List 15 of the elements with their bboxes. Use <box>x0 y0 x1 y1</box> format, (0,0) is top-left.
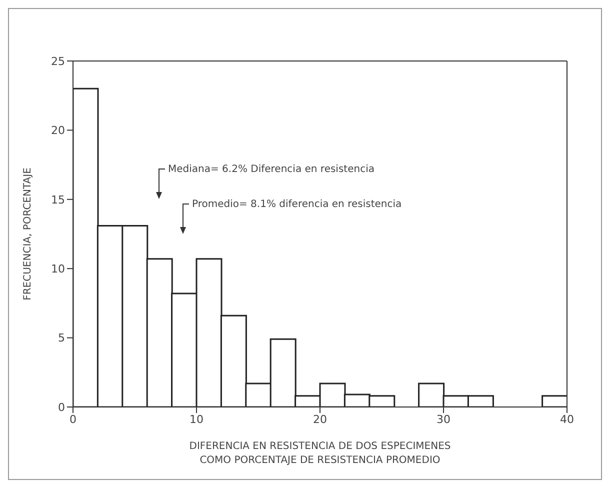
y-tick-label: 25 <box>51 54 65 68</box>
y-tick-label: 0 <box>58 400 65 414</box>
annotation: Promedio= 8.1% diferencia en resistencia <box>192 199 402 210</box>
x-tick-label: 30 <box>436 412 450 426</box>
y-tick-label: 15 <box>51 193 65 206</box>
y-tick-label: 10 <box>51 262 65 276</box>
x-tick-label: 40 <box>560 412 574 426</box>
y-tick-label: 20 <box>51 124 65 138</box>
y-axis-title: FRECUENCIA, PORCENTAJE <box>22 168 34 300</box>
x-tick-label: 20 <box>313 412 327 426</box>
y-tick-label: 5 <box>58 332 65 345</box>
x-tick-label: 0 <box>70 412 76 426</box>
annotation: Mediana= 6.2% Diferencia en resistencia <box>168 164 374 175</box>
x-axis-title: DIFERENCIA EN RESISTENCIA DE DOS ESPECIMENES COMO PORCENTAJE DE RESISTENCIA PROMEDIO <box>189 441 451 466</box>
x-tick-label: 10 <box>190 412 204 426</box>
